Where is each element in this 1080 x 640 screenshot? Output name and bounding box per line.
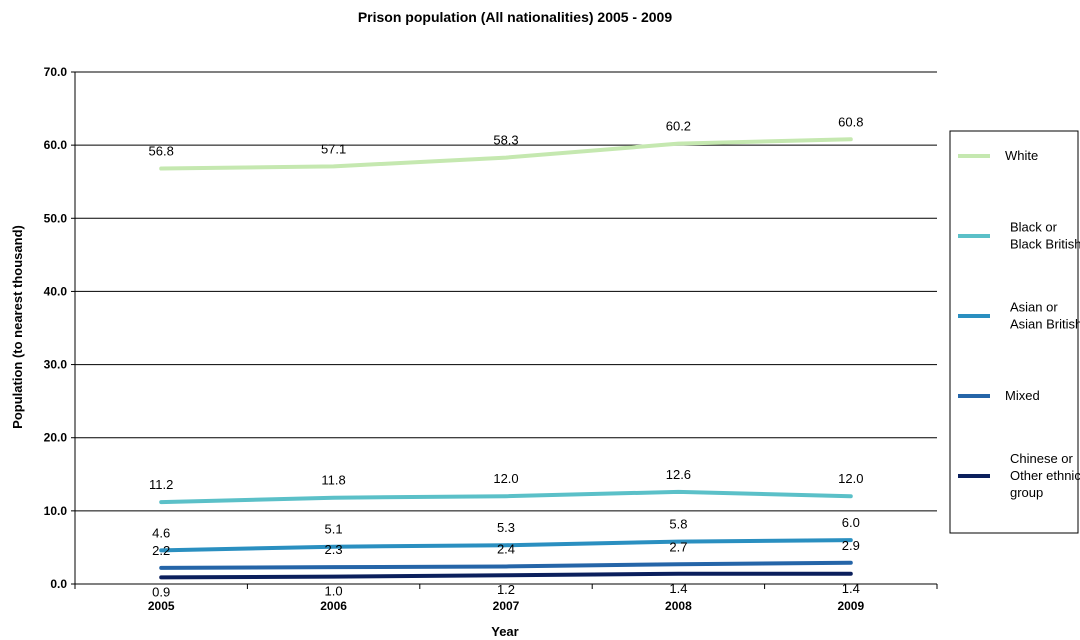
- data-label: 0.9: [152, 584, 170, 599]
- series-lines: [159, 137, 853, 580]
- x-tick-label: 2006: [320, 599, 347, 613]
- y-tick-label: 60.0: [44, 138, 68, 152]
- legend-label: Chinese or: [1010, 451, 1074, 466]
- legend-label: Asian British: [1010, 317, 1080, 332]
- y-tick-label: 70.0: [44, 65, 68, 79]
- data-label: 1.4: [842, 581, 860, 596]
- data-label: 58.3: [493, 133, 518, 148]
- data-label: 5.3: [497, 520, 515, 535]
- x-tick-label: 2009: [837, 599, 864, 613]
- legend-label: White: [1005, 148, 1038, 163]
- legend-label: Asian or: [1010, 300, 1058, 315]
- y-tick-label: 10.0: [44, 504, 68, 518]
- data-label: 1.2: [497, 582, 515, 597]
- x-tick-label: 2005: [148, 599, 175, 613]
- legend-label: Black British: [1010, 237, 1080, 252]
- data-labels: 56.8 57.1 58.3 60.2 60.8 11.2 11.8 12.0 12.6 12.0…: [149, 114, 864, 599]
- data-label: 4.6: [152, 525, 170, 540]
- data-label: 12.6: [666, 467, 691, 482]
- data-label: 2.7: [669, 539, 687, 554]
- data-label: 2.4: [497, 541, 515, 556]
- y-tick-labels: 0.0 10.0 20.0 30.0 40.0 50.0 60.0 70.0: [44, 65, 68, 591]
- y-tick-label: 40.0: [44, 284, 68, 298]
- series-line: [159, 538, 853, 553]
- y-axis-label: Population (to nearest thousand): [10, 225, 25, 429]
- data-label: 57.1: [321, 141, 346, 156]
- data-label: 12.0: [838, 471, 863, 486]
- data-label: 5.1: [325, 522, 343, 537]
- y-tick-label: 0.0: [50, 577, 67, 591]
- data-label: 2.2: [152, 543, 170, 558]
- data-label: 1.4: [669, 581, 687, 596]
- y-tick-label: 20.0: [44, 431, 68, 445]
- x-tick-label: 2007: [493, 599, 520, 613]
- series-line: [159, 571, 853, 580]
- data-label: 12.0: [493, 471, 518, 486]
- legend-label: Other ethnic: [1010, 468, 1080, 483]
- y-tick-label: 50.0: [44, 211, 68, 225]
- x-tick-labels: 2005 2006 2007 2008 2009: [148, 599, 865, 613]
- data-label: 60.8: [838, 114, 863, 129]
- data-label: 11.2: [149, 477, 173, 492]
- data-label: 2.3: [325, 542, 343, 557]
- data-label: 2.9: [842, 538, 860, 553]
- legend-label: Mixed: [1005, 388, 1040, 403]
- legend-label: group: [1010, 485, 1043, 500]
- data-label: 5.8: [669, 517, 687, 532]
- series-line: [159, 137, 853, 171]
- series-line: [159, 560, 853, 570]
- y-tick-label: 30.0: [44, 358, 68, 372]
- legend: White Black or Black British Asian or Asian …: [949, 130, 1080, 534]
- series-line: [159, 489, 853, 505]
- x-axis-label: Year: [491, 624, 518, 639]
- axes: [71, 71, 938, 589]
- legend-box: [949, 130, 1079, 534]
- x-tick-label: 2008: [665, 599, 692, 613]
- data-label: 1.0: [325, 584, 343, 599]
- data-label: 11.8: [321, 473, 345, 488]
- gridlines: [75, 71, 937, 512]
- data-label: 6.0: [842, 515, 860, 530]
- legend-label: Black or: [1010, 220, 1058, 235]
- data-label: 60.2: [666, 119, 691, 134]
- data-label: 56.8: [149, 144, 174, 159]
- chart-title: Prison population (All nationalities) 20…: [358, 9, 673, 25]
